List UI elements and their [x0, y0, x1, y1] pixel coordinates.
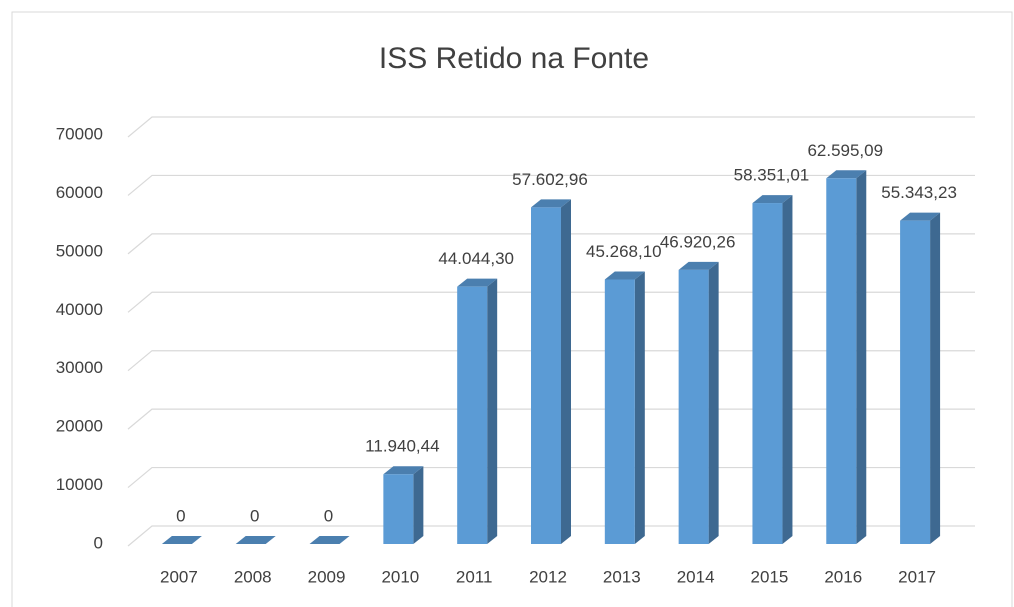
data-label: 55.343,23 [881, 183, 957, 202]
bar-side [413, 466, 424, 544]
data-label: 11.940,44 [365, 437, 439, 456]
data-label: 44.044,30 [438, 249, 514, 268]
bar-side [487, 278, 498, 544]
y-tick-label: 50000 [56, 241, 103, 260]
data-label: 58.351,01 [734, 166, 810, 185]
x-tick-label: 2011 [456, 567, 493, 586]
y-tick-label: 70000 [56, 124, 103, 143]
bar [383, 474, 414, 544]
bar-top [900, 212, 941, 221]
x-tick-label: 2009 [308, 567, 346, 586]
bar-top [309, 536, 350, 544]
bar-top [457, 278, 498, 287]
bar [604, 279, 635, 544]
grid-line [127, 174, 975, 196]
y-tick-label: 40000 [56, 300, 103, 319]
bar-top [826, 170, 867, 179]
grid-line [127, 233, 975, 255]
chart-title: ISS Retido na Fonte [379, 42, 649, 75]
bar [826, 178, 857, 544]
bar-top [752, 195, 793, 204]
bar-top [235, 536, 276, 544]
x-tick-label: 2012 [529, 567, 567, 586]
data-label: 57.602,96 [512, 170, 588, 189]
bar [752, 203, 783, 544]
data-label: 45.268,10 [586, 242, 662, 261]
bar-top [383, 466, 424, 475]
data-label: 0 [176, 506, 185, 525]
x-tick-label: 2013 [603, 567, 641, 586]
bar-side [856, 170, 867, 544]
x-tick-label: 2016 [824, 567, 862, 586]
grid-line [127, 116, 975, 138]
y-tick-label: 60000 [56, 183, 103, 202]
bar-top [678, 261, 719, 270]
bar [678, 269, 709, 544]
bar-top [531, 199, 571, 208]
y-tick-label: 30000 [56, 358, 103, 377]
bar-side [708, 261, 719, 544]
x-tick-label: 2008 [234, 567, 272, 586]
y-tick-label: 0 [94, 533, 103, 552]
bar-top [161, 536, 202, 544]
data-label: 46.920,26 [660, 232, 736, 251]
x-tick-label: 2010 [381, 567, 419, 586]
y-tick-label: 20000 [56, 417, 103, 436]
x-tick-label: 2017 [898, 567, 936, 586]
bar-side [561, 199, 571, 544]
x-tick-label: 2007 [160, 567, 198, 586]
data-label: 62.595,09 [807, 141, 883, 160]
x-tick-label: 2014 [677, 567, 715, 586]
bar [531, 207, 561, 544]
bar-side [782, 195, 793, 544]
bar-side [634, 271, 645, 544]
bar-side [930, 212, 941, 544]
data-label: 0 [250, 506, 259, 525]
chart-border [11, 11, 1013, 607]
x-tick-label: 2015 [751, 567, 789, 586]
y-tick-label: 10000 [56, 475, 103, 494]
bar [457, 286, 488, 544]
bar [900, 220, 931, 544]
bar-top [604, 271, 645, 280]
data-label: 0 [324, 506, 333, 525]
